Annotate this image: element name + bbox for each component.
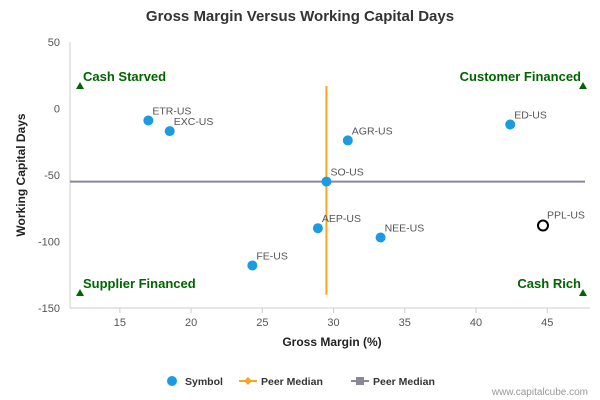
quadrant-top-left: Cash Starved [83,69,166,84]
data-point-label: ED-US [514,109,547,121]
x-tick-label: 35 [399,317,411,329]
legend: Symbol Peer Median Peer Median [167,376,435,388]
y-tick-label: -150 [38,303,60,315]
data-point-label: ETR-US [152,105,191,117]
chart-title: Gross Margin Versus Working Capital Days [146,8,454,25]
y-axis-title: Working Capital Days [14,113,28,236]
x-tick-label: 20 [185,317,197,329]
quadrant-marker-icon [76,289,84,296]
y-tick-label: 0 [54,104,60,116]
x-tick-label: 40 [470,317,482,329]
quadrant-bottom-left: Supplier Financed [83,276,196,291]
y-tick-label: 50 [48,37,60,49]
data-point [505,119,516,130]
data-point-label: AEP-US [322,213,361,225]
legend-diamond-marker [244,377,252,385]
legend-label: Peer Median [261,376,323,388]
quadrant-bottom-right: Cash Rich [517,276,581,291]
data-point-label: EXC-US [174,116,214,128]
quadrant-labels: Cash Starved Customer Financed Supplier Fi… [76,69,587,296]
x-tick-label: 45 [541,317,553,329]
data-point [321,176,332,187]
quadrant-marker-icon [579,82,587,89]
legend-square-marker [356,377,364,385]
quadrant-marker-icon [579,289,587,296]
data-point [164,126,175,137]
credit-text: www.capitalcube.com [491,387,588,398]
x-tick-label: 25 [256,317,268,329]
highlight-point [536,219,549,232]
legend-label: Symbol [185,376,223,388]
data-point-label: NEE-US [385,223,425,235]
data-point [143,115,154,126]
data-point [342,135,353,146]
plot-area [69,42,590,309]
data-point-label: FE-US [256,250,288,262]
quadrant-top-right: Customer Financed [460,69,581,84]
y-tick-label: -100 [38,237,60,249]
legend-symbol-marker [167,376,177,386]
data-point-label: SO-US [330,167,363,179]
x-axis-ticks: 15 20 25 30 35 40 45 [114,308,553,329]
quadrant-marker-icon [76,82,84,89]
data-point-label: AGR-US [352,125,393,137]
legend-label: Peer Median [373,376,435,388]
data-point [375,232,386,243]
x-tick-label: 30 [327,317,339,329]
y-axis-ticks: 50 0 -50 -100 -150 [38,37,60,315]
data-point [247,260,258,271]
x-tick-label: 15 [114,317,126,329]
data-point [312,223,323,234]
highlight-point-label: PPL-US [547,210,585,222]
x-axis-title: Gross Margin (%) [282,335,381,349]
y-tick-label: -50 [44,170,60,182]
